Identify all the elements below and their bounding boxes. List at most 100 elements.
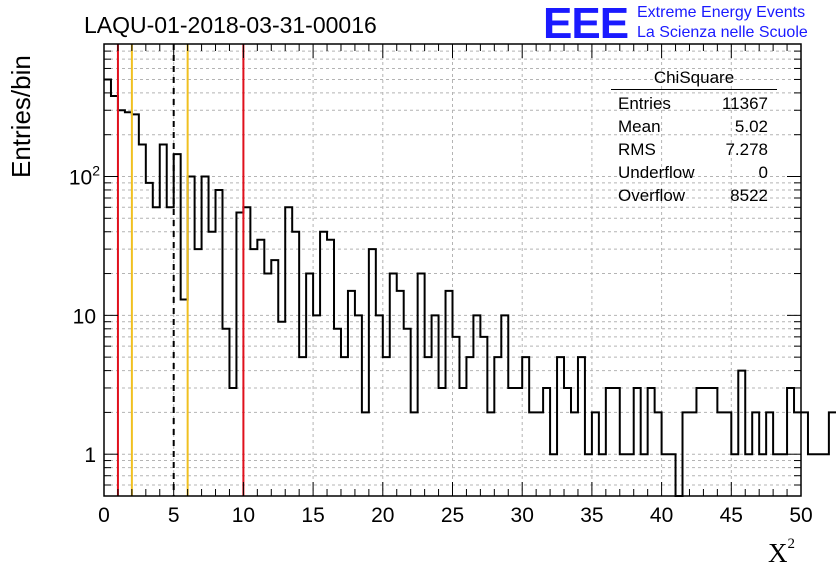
histogram-outline [104,78,836,497]
histogram-bin [710,388,717,496]
histogram-bin [466,357,473,496]
x-tick-label: 10 [232,504,255,527]
histogram-bin [383,357,390,496]
x-tick-label: 5 [168,504,180,527]
histogram-bin [689,412,696,496]
x-tick-label: 0 [98,504,110,527]
stats-label: Entries [618,94,671,113]
histogram-bin [473,315,480,496]
histogram-bin [411,412,418,496]
x-axis-label-text: X [768,538,788,568]
y-axis-label-text: Entries/bin [6,55,36,178]
histogram-bin [146,183,153,496]
histogram-bin [369,249,376,496]
histogram-bin [181,300,188,496]
histogram-bin [446,291,453,496]
run-title: LAQU-01-2018-03-31-00016 [84,12,377,38]
x-tick-label: 35 [580,504,603,527]
histogram-bin [209,232,216,496]
histogram-bin [522,357,529,496]
histogram-bin [808,454,815,496]
histogram-bin [439,388,446,496]
histogram-bin [717,412,724,496]
tagline-2: La Scienza nelle Scuole [637,24,808,41]
stats-value: 5.02 [734,117,768,136]
histogram-bin [683,412,690,496]
histogram-bin [292,232,299,496]
x-axis-label: X2 [768,536,796,569]
y-axis-label: Entries/bin [6,55,37,178]
x-tick-label: 30 [511,504,534,527]
histogram-bin [787,388,794,496]
histogram-bin [543,388,550,496]
x-tick-label: 15 [301,504,324,527]
histogram-bin [222,329,229,496]
histogram-bin [320,232,327,496]
histogram-bin [271,260,278,496]
histogram-bin [515,388,522,496]
stats-row: Underflow 0 [611,161,777,184]
histogram-bin [404,329,411,496]
histogram-bin [696,388,703,496]
histogram-bin [432,315,439,496]
histogram-bin [641,454,648,496]
histogram-bin [453,337,460,496]
x-axis-label-superscript: 2 [787,536,796,552]
histogram-bin [508,388,515,496]
histogram-bin [202,176,209,496]
histogram-bin [236,213,243,496]
histogram-bin [348,291,355,496]
y-tick-label: 10 [73,305,96,328]
histogram-bin [362,412,369,496]
histogram-bin [132,114,139,496]
histogram-bin [745,454,752,496]
histogram-bin [104,79,111,496]
histogram-bin [571,412,578,496]
histogram-bin [494,357,501,496]
histogram-bin [564,388,571,496]
histogram-bin [188,176,195,496]
stats-label: Underflow [618,163,695,182]
histogram-bin [662,454,669,496]
stats-label: RMS [618,140,656,159]
histogram-bin [536,412,543,496]
histogram-bin [648,388,655,496]
tagline-1: Extreme Energy Events [637,4,806,21]
histogram-bin [313,315,320,496]
histogram-bin [613,388,620,496]
stats-label: Mean [618,117,661,136]
histogram-bin [111,96,118,496]
histogram-bin [669,454,676,496]
histogram-bin [257,240,264,496]
histogram-bin [759,454,766,496]
x-tick-label: 25 [441,504,464,527]
stats-box: ChiSquare Entries 11367 Mean 5.02 RMS 7.278… [611,68,777,207]
histogram-bin [822,454,829,496]
histogram-bin [752,412,759,496]
stats-value: 11367 [721,94,768,113]
histogram-bin [306,274,313,496]
histogram-bin [418,274,425,496]
stats-value: 7.278 [725,140,768,159]
histogram-bin [592,412,599,496]
histogram-bin [355,315,362,496]
histogram-bin [578,357,585,496]
histogram-bin [829,412,836,496]
histogram-bin [773,454,780,496]
eee-logo: EEE [543,0,629,48]
histogram-bin [459,388,466,496]
histogram-bin [634,388,641,496]
stats-row: RMS 7.278 [611,138,777,161]
histogram-bin [815,454,822,496]
histogram-bin [250,249,257,496]
histogram-bin [327,240,334,496]
histogram-bin [480,337,487,496]
histogram-bin [174,154,181,496]
histogram-bin [738,371,745,496]
y-tick-label: 102 [69,162,100,189]
histogram-bin [557,357,564,496]
histogram-bin [195,249,202,496]
x-tick-label: 50 [789,504,812,527]
histogram-bin [655,412,662,496]
histogram-bin [703,388,710,496]
